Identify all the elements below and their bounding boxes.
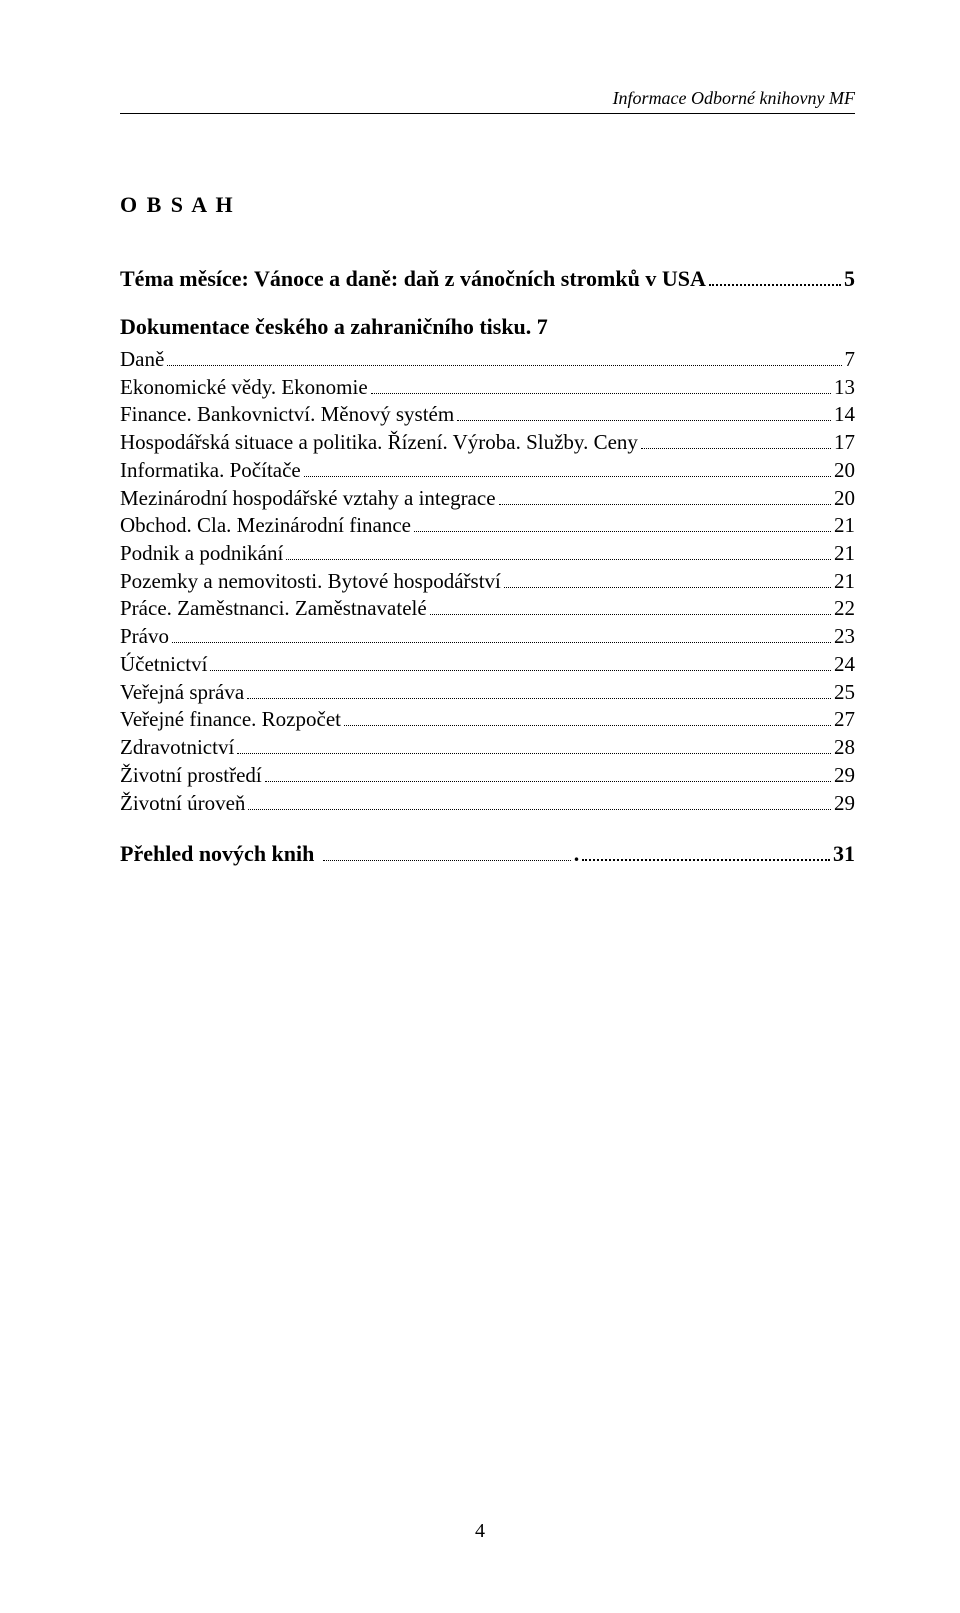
toc-row: Účetnictví 24 — [120, 651, 855, 679]
toc-label: Právo — [120, 623, 169, 651]
doc-section-page: 7 — [537, 314, 548, 340]
appendix-row: Přehled nových knih . 31 — [120, 841, 855, 867]
toc-page: 21 — [834, 568, 855, 596]
leader-dots — [172, 642, 831, 643]
toc-page: 20 — [834, 457, 855, 485]
appendix-label: Přehled nových knih — [120, 841, 314, 866]
theme-of-month: Téma měsíce: Vánoce a daně: daň z vánočn… — [120, 266, 855, 292]
toc-row: Obchod. Cla. Mezinárodní finance 21 — [120, 512, 855, 540]
leader-dots — [504, 587, 831, 588]
toc-label: Podnik a podnikání — [120, 540, 283, 568]
doc-section-sep: . — [526, 314, 537, 339]
toc-row: Pozemky a nemovitosti. Bytové hospodářst… — [120, 568, 855, 596]
toc-row: Veřejné finance. Rozpočet 27 — [120, 706, 855, 734]
toc-page: 17 — [834, 429, 855, 457]
leader-dots — [323, 860, 571, 861]
toc-label: Práce. Zaměstnanci. Zaměstnavatelé — [120, 595, 427, 623]
toc-label: Mezinárodní hospodářské vztahy a integra… — [120, 485, 496, 513]
toc-row: Životní úroveň 29 — [120, 790, 855, 818]
toc-label: Obchod. Cla. Mezinárodní finance — [120, 512, 411, 540]
doc-section-heading: Dokumentace českého a zahraničního tisku… — [120, 314, 855, 340]
header-rule — [120, 113, 855, 114]
toc-page: 29 — [834, 790, 855, 818]
toc-row: Životní prostředí 29 — [120, 762, 855, 790]
toc-row: Daně 7 — [120, 346, 855, 374]
theme-page: 5 — [844, 266, 855, 292]
toc-label: Zdravotnictví — [120, 734, 234, 762]
toc-page: 7 — [845, 346, 856, 374]
toc-label: Životní prostředí — [120, 762, 262, 790]
toc-label: Finance. Bankovnictví. Měnový systém — [120, 401, 454, 429]
running-header: Informace Odborné knihovny MF — [120, 88, 855, 109]
toc-row: Veřejná správa 25 — [120, 679, 855, 707]
leader-dots — [247, 698, 831, 699]
toc-label: Veřejná správa — [120, 679, 244, 707]
toc-row: Právo 23 — [120, 623, 855, 651]
leader-dots — [248, 809, 831, 810]
toc-page: 28 — [834, 734, 855, 762]
toc-label: Účetnictví — [120, 651, 207, 679]
toc-page: 24 — [834, 651, 855, 679]
leader-dots — [499, 504, 831, 505]
toc-label: Životní úroveň — [120, 790, 245, 818]
toc-list: Daně7Ekonomické vědy. Ekonomie13Finance.… — [120, 346, 855, 817]
appendix-page: 31 — [833, 841, 855, 867]
toc-label: Ekonomické vědy. Ekonomie — [120, 374, 368, 402]
toc-row: Podnik a podnikání 21 — [120, 540, 855, 568]
toc-page: 20 — [834, 485, 855, 513]
toc-page: 14 — [834, 401, 855, 429]
toc-row: Informatika. Počítače 20 — [120, 457, 855, 485]
contents-heading: O B S A H — [120, 192, 855, 218]
leader-dots — [210, 670, 831, 671]
toc-page: 21 — [834, 540, 855, 568]
leader-dots-bold — [582, 859, 830, 861]
theme-prefix: Téma měsíce: — [120, 266, 254, 291]
toc-row: Finance. Bankovnictví. Měnový systém 14 — [120, 401, 855, 429]
leader-dots — [371, 393, 831, 394]
toc-page: 29 — [834, 762, 855, 790]
footer-page-number: 4 — [0, 1520, 960, 1543]
toc-page: 21 — [834, 512, 855, 540]
toc-page: 13 — [834, 374, 855, 402]
toc-row: Hospodářská situace a politika. Řízení. … — [120, 429, 855, 457]
leader-dots — [414, 531, 831, 532]
doc-section-label: Dokumentace českého a zahraničního tisku — [120, 314, 526, 339]
leader-dots — [709, 284, 841, 286]
appendix-sep — [314, 841, 320, 866]
toc-page: 27 — [834, 706, 855, 734]
appendix-dots-sep: . — [574, 841, 580, 867]
toc-row: Ekonomické vědy. Ekonomie 13 — [120, 374, 855, 402]
toc-row: Práce. Zaměstnanci. Zaměstnavatelé 22 — [120, 595, 855, 623]
toc-label: Veřejné finance. Rozpočet — [120, 706, 341, 734]
leader-dots — [304, 476, 831, 477]
toc-page: 23 — [834, 623, 855, 651]
leader-dots — [237, 753, 831, 754]
toc-page: 22 — [834, 595, 855, 623]
leader-dots — [286, 559, 831, 560]
toc-label: Pozemky a nemovitosti. Bytové hospodářst… — [120, 568, 501, 596]
leader-dots — [430, 614, 831, 615]
leader-dots — [344, 725, 831, 726]
toc-label: Hospodářská situace a politika. Řízení. … — [120, 429, 638, 457]
leader-dots — [457, 420, 831, 421]
leader-dots — [167, 365, 841, 366]
toc-label: Daně — [120, 346, 164, 374]
theme-text: Vánoce a daně: daň z vánočních stromků v… — [254, 266, 706, 291]
toc-row: Zdravotnictví 28 — [120, 734, 855, 762]
leader-dots — [265, 781, 831, 782]
leader-dots — [641, 448, 831, 449]
toc-page: 25 — [834, 679, 855, 707]
toc-label: Informatika. Počítače — [120, 457, 301, 485]
toc-row: Mezinárodní hospodářské vztahy a integra… — [120, 485, 855, 513]
